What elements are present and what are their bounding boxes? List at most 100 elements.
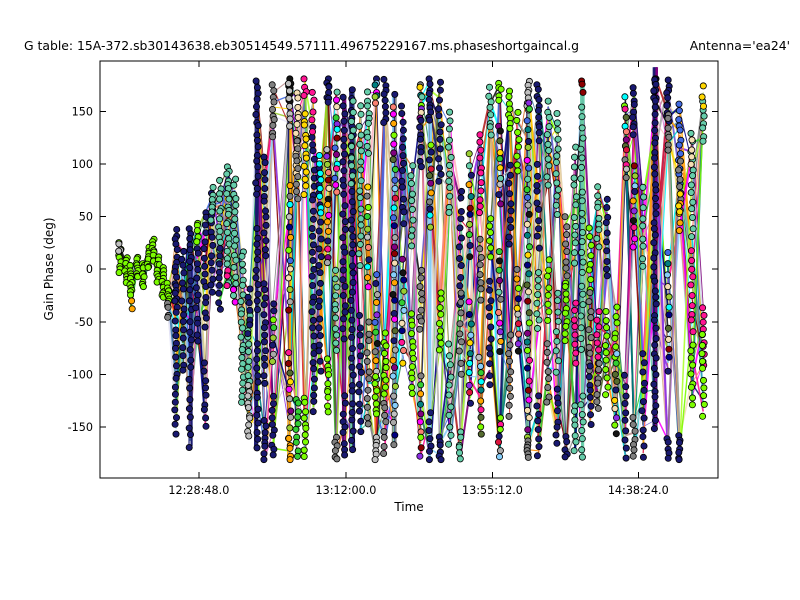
data-point [332,165,340,173]
data-point [573,193,581,201]
data-point [651,393,659,401]
data-point [476,261,484,269]
data-point [505,350,513,358]
data-line [429,156,441,430]
data-point [286,200,294,208]
data-point [301,431,309,439]
data-point [457,215,465,223]
data-point [192,284,200,292]
data-point [577,334,585,342]
data-point [496,328,504,336]
data-point [545,308,553,316]
data-point [340,440,348,448]
data-point [525,386,533,394]
data-point [391,234,399,242]
data-point [348,408,356,416]
data-point [571,153,579,161]
data-point [629,84,637,92]
data-point [486,277,494,285]
data-point [455,254,463,262]
data-point [341,308,349,316]
data-point [308,128,316,136]
data-point [641,379,649,387]
data-point [612,343,620,351]
data-point [553,110,561,118]
data-point [533,187,541,195]
data-point [687,247,695,255]
data-point [688,256,696,264]
data-point [515,320,523,328]
data-point [391,176,399,184]
data-point [231,298,239,306]
data-point [416,135,424,143]
data-point [552,201,560,209]
data-point [315,297,323,305]
data-point [467,331,475,339]
data-point [317,235,325,243]
data-point [640,414,648,422]
data-point [292,180,300,188]
data-point [640,193,648,201]
plot-title: G table: 15A-372.sb30143638.eb30514549.5… [24,38,579,53]
data-point [496,127,504,135]
data-point [341,225,349,233]
data-point [457,261,465,269]
data-point [447,153,455,161]
data-point [611,421,619,429]
data-point [364,203,372,211]
data-point [390,222,398,230]
data-point [622,409,630,417]
data-point [260,354,268,362]
data-point [651,119,659,127]
data-point [331,306,339,314]
data-point [496,347,504,355]
data-point [286,115,294,123]
data-point [561,213,569,221]
data-point [687,370,695,378]
data-point [578,113,586,121]
data-point [348,436,356,444]
data-point [587,308,595,316]
data-point [284,80,292,88]
data-point [364,263,372,271]
data-point [208,288,216,296]
data-point [239,324,247,332]
data-point [187,336,195,344]
data-point [689,394,697,402]
data-point [688,205,696,213]
data-point [602,349,610,357]
data-point [340,190,348,198]
data-point [398,110,406,118]
data-point [578,248,586,256]
data-point [665,311,673,319]
data-line [547,128,559,145]
data-point [417,372,425,380]
data-point [689,198,697,206]
data-point [357,221,365,229]
data-point [382,109,390,117]
data-point [381,103,389,111]
data-point [639,204,647,212]
data-point [262,347,270,355]
data-point [260,456,268,464]
data-point [426,198,434,206]
data-point [435,96,443,104]
data-point [215,281,223,289]
data-point [194,319,202,327]
data-point [407,172,415,180]
data-point [570,174,578,182]
data-point [455,243,463,251]
data-point [316,169,324,177]
data-point [223,247,231,255]
data-point [535,217,543,225]
data-point [700,376,708,384]
data-point [496,319,504,327]
data-point [186,286,194,294]
data-point [525,164,533,172]
data-point [363,414,371,422]
data-point [552,158,560,166]
data-point [620,371,628,379]
data-point [316,269,324,277]
data-point [193,227,201,235]
